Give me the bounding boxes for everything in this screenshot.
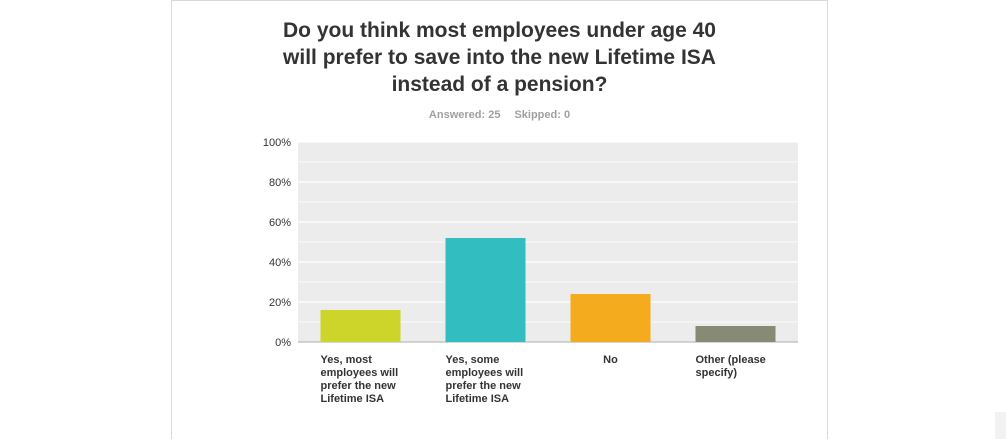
- y-tick-label: 20%: [269, 297, 291, 309]
- chart-title-line-2: will prefer to save into the new Lifetim…: [283, 46, 716, 69]
- bar-4[interactable]: [695, 326, 776, 342]
- x-category-label: No: [603, 354, 618, 366]
- chart-title-line-3: instead of a pension?: [391, 73, 608, 96]
- y-tick-label: 60%: [269, 217, 291, 229]
- bar-1[interactable]: [320, 310, 401, 342]
- bar-chart: 0% 20% 40% 60% 80% 100%: [263, 137, 798, 349]
- chart-panel: Do you think most employees under age 40…: [171, 0, 828, 439]
- y-tick-label: 40%: [269, 257, 291, 269]
- chart-title: Do you think most employees under age 40…: [172, 17, 827, 98]
- bar-3[interactable]: [570, 294, 651, 342]
- answered-count: Answered: 25: [428, 109, 501, 121]
- scroll-corner: [995, 412, 1006, 439]
- chart-title-line-1: Do you think most employees under age 40: [283, 19, 716, 42]
- y-tick-label: 100%: [263, 137, 291, 149]
- y-tick-label: 0%: [275, 337, 291, 349]
- response-stats: Answered: 25 Skipped: 0: [172, 109, 827, 121]
- x-category-label: Yes, some employees will prefer the new Lif…: [445, 354, 524, 405]
- x-category-label: Yes, most employees will prefer the new Lif…: [320, 354, 399, 405]
- y-tick-label: 80%: [269, 177, 291, 189]
- skipped-count: Skipped: 0: [514, 109, 571, 121]
- bar-2[interactable]: [445, 238, 526, 342]
- x-category-label: Other (please specify): [695, 354, 766, 379]
